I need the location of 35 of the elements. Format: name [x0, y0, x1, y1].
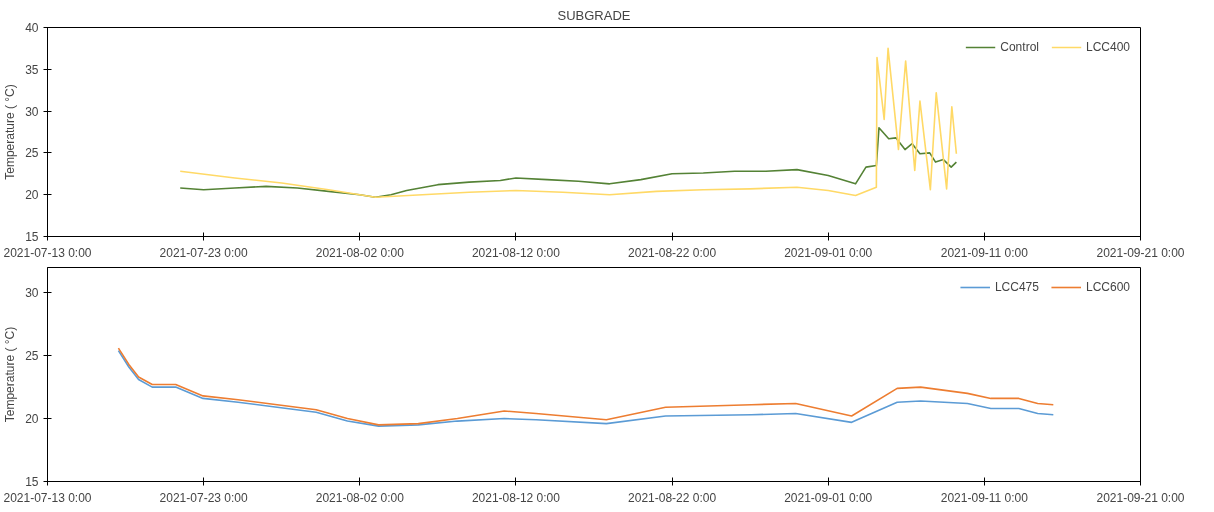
x-tick-label: 2021-09-21 0:00	[1096, 490, 1185, 505]
y-axis-title: Temperature ( °C)	[3, 326, 18, 423]
x-tick-label: 2021-09-01 0:00	[784, 245, 873, 260]
x-tick-label: 2021-08-12 0:00	[471, 490, 561, 505]
x-tick-label: 2021-09-11 0:00	[940, 490, 1029, 505]
y-tick-label: 40	[25, 21, 39, 35]
chart-title: SUBGRADE	[557, 7, 631, 23]
y-tick-label: 20	[25, 188, 39, 203]
x-tick-label: 2021-08-12 0:00	[471, 245, 561, 260]
legend-label: LCC600	[1085, 280, 1130, 294]
y-tick-label: 20	[25, 412, 39, 427]
legend-label: LCC400	[1085, 40, 1130, 54]
legend-label: Control	[1000, 40, 1039, 54]
y-tick-label: 15	[25, 475, 39, 489]
x-tick-label: 2021-07-13 0:00	[3, 245, 92, 260]
y-tick-label: 30	[25, 104, 39, 119]
line-series	[179, 127, 958, 199]
x-tick-label: 2021-09-21 0:00	[1096, 245, 1185, 260]
y-tick-label: 25	[25, 349, 39, 364]
line-series	[179, 47, 958, 199]
x-tick-label: 2021-09-11 0:00	[940, 245, 1029, 260]
x-tick-label: 2021-07-13 0:00	[3, 490, 92, 505]
x-tick-label: 2021-08-02 0:00	[315, 490, 405, 505]
x-tick-label: 2021-07-23 0:00	[159, 245, 249, 260]
x-tick-label: 2021-09-01 0:00	[784, 490, 873, 505]
x-tick-label: 2021-08-22 0:00	[628, 245, 717, 260]
y-tick-label: 25	[25, 146, 39, 161]
x-tick-label: 2021-08-22 0:00	[628, 490, 717, 505]
x-tick-label: 2021-08-02 0:00	[315, 245, 405, 260]
x-tick-label: 2021-07-23 0:00	[159, 490, 249, 505]
y-axis-title: Temperature ( °C)	[3, 84, 18, 180]
legend-label: LCC475	[994, 280, 1039, 294]
y-tick-label: 15	[25, 230, 39, 244]
y-tick-label: 35	[25, 62, 39, 77]
y-tick-label: 30	[25, 286, 39, 301]
